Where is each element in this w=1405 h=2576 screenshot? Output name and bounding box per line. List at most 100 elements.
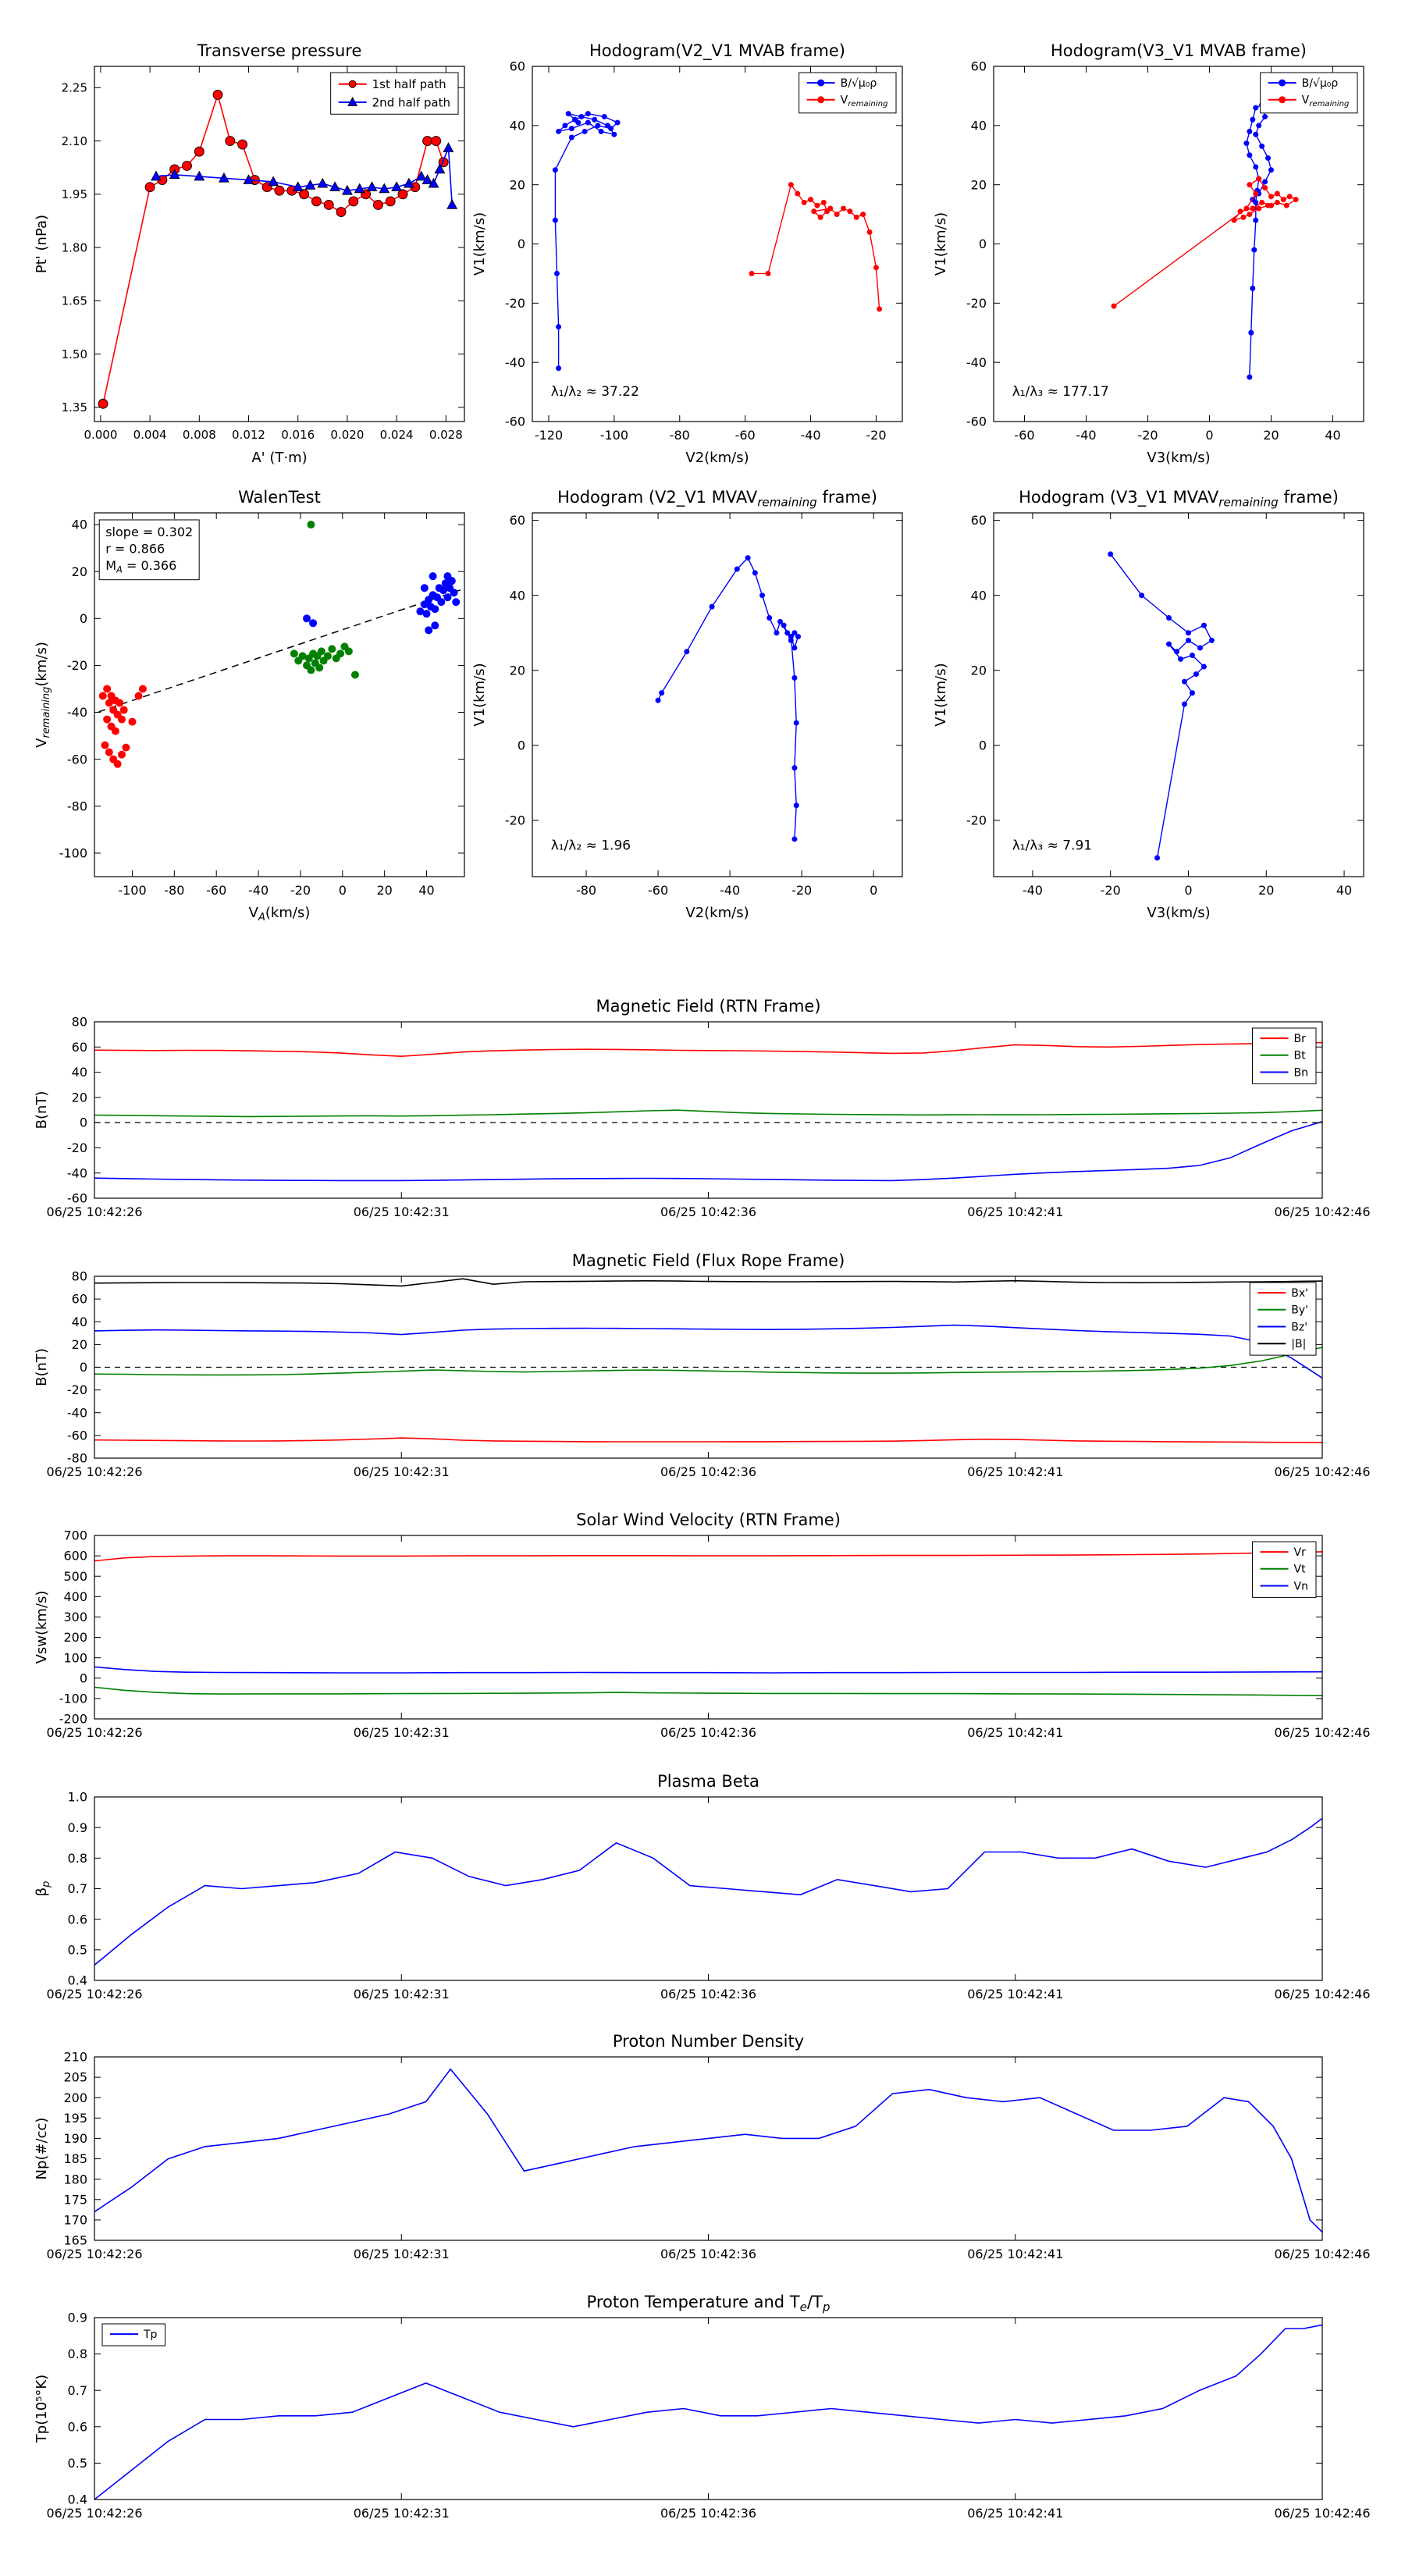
y-tick-label: 2.25: [62, 81, 87, 95]
svg-text:λ₁/λ₃ ≈ 7.91: λ₁/λ₃ ≈ 7.91: [1012, 838, 1092, 854]
x-tick-label: 06/25 10:42:31: [354, 1464, 450, 1479]
x-tick-label: 06/25 10:42:46: [1274, 2506, 1370, 2521]
x-tick-label: 0: [1205, 428, 1213, 443]
legend: 1st half path 2nd half path: [330, 72, 459, 115]
y-tick-label: -60: [67, 1428, 87, 1443]
chart-title: Solar Wind Velocity (RTN Frame): [576, 1510, 841, 1529]
axes-frame: 06/25 10:42:26 06/25 10:42:31 06/25 10:42:…: [46, 2311, 1370, 2521]
series-first-half-path: [98, 89, 449, 409]
chart-magnetic-field-rtn: 06/25 10:42:26 06/25 10:42:31 06/25 10:42:…: [34, 997, 1371, 1219]
y-tick-label: -200: [59, 1712, 87, 1727]
x-tick-label: 06/25 10:42:36: [660, 2247, 756, 2261]
series-beta-p: [94, 1817, 1323, 1966]
y-tick-label: 1.95: [62, 187, 87, 201]
y-axis-label: Vremaining(km/s): [34, 642, 52, 748]
x-tick-label: -120: [535, 428, 563, 443]
svg-text:MA = 0.366: MA = 0.366: [105, 558, 176, 575]
chart-title: Proton Number Density: [613, 2032, 804, 2051]
svg-text:Bt: Bt: [1294, 1050, 1307, 1062]
y-tick-label: -20: [67, 658, 87, 673]
y-tick-label: -100: [59, 1691, 87, 1706]
y-tick-label: 0.9: [68, 2311, 87, 2325]
chart-transverse-pressure: 0.000 0.004 0.008 0.012 0.016 0.020 0.024 0.028…: [34, 41, 465, 466]
y-tick-label: 0: [80, 1670, 87, 1685]
svg-text:Bz': Bz': [1291, 1321, 1307, 1333]
axes-frame: 06/25 10:42:26 06/25 10:42:31 06/25 10:42:…: [46, 1269, 1370, 1479]
y-axis-label: V1(km/s): [933, 212, 949, 276]
y-axis-label: βp: [34, 1881, 52, 1897]
y-tick-label: 170: [63, 2212, 87, 2227]
x-tick-label: 06/25 10:42:31: [354, 1204, 450, 1219]
y-tick-label: 20: [72, 1337, 87, 1352]
y-tick-label: 200: [63, 2090, 87, 2105]
legend: Bx' By' Bz' |B|: [1249, 1282, 1317, 1356]
svg-text:Vr: Vr: [1294, 1546, 1307, 1559]
x-tick-label: 06/25 10:42:31: [354, 2247, 450, 2261]
x-tick-label: 06/25 10:42:31: [354, 1987, 450, 2001]
svg-text:Tp: Tp: [143, 2329, 158, 2341]
x-tick-label: -20: [1101, 883, 1121, 898]
x-tick-label: 06/25 10:42:46: [1274, 1725, 1370, 1740]
y-tick-label: -100: [59, 846, 87, 861]
series-V-remaining: [1111, 176, 1299, 309]
x-tick-label: 06/25 10:42:41: [967, 2506, 1063, 2521]
y-tick-label: 0: [80, 1115, 87, 1130]
y-tick-label: 20: [510, 663, 525, 678]
y-tick-label: 40: [72, 1315, 87, 1329]
chart-title: Magnetic Field (Flux Rope Frame): [572, 1251, 845, 1270]
y-axis-label: Vsw(km/s): [34, 1591, 50, 1664]
y-tick-label: 175: [63, 2192, 87, 2207]
y-tick-label: 0.4: [68, 1973, 87, 1988]
series-Vn: [94, 1666, 1323, 1674]
y-tick-label: 0.5: [68, 2456, 87, 2471]
x-tick-label: 06/25 10:42:26: [46, 1987, 142, 2001]
chart-title: Hodogram(V2_V1 MVAB frame): [589, 41, 845, 61]
x-tick-label: -60: [735, 428, 756, 443]
series-Bn: [94, 1121, 1323, 1182]
x-tick-label: 0.020: [330, 428, 364, 442]
y-tick-label: -60: [67, 1191, 87, 1206]
x-tick-label: -40: [248, 883, 269, 898]
x-axis-label: V2(km/s): [685, 450, 749, 466]
chart-title: Magnetic Field (RTN Frame): [596, 997, 820, 1016]
y-tick-label: 0.5: [68, 1942, 87, 1957]
y-tick-label: 180: [63, 2172, 87, 2186]
x-tick-label: 06/25 10:42:41: [967, 1204, 1063, 1219]
y-tick-label: 0: [80, 611, 87, 626]
series-Br: [94, 1041, 1323, 1058]
x-tick-label: 0.028: [429, 428, 463, 442]
svg-text:λ₁/λ₂ ≈ 37.22: λ₁/λ₂ ≈ 37.22: [551, 384, 639, 400]
chart-title: WalenTest: [238, 488, 321, 507]
series-Np: [94, 2068, 1323, 2233]
axes-frame: 06/25 10:42:26 06/25 10:42:31 06/25 10:42:…: [46, 1528, 1370, 1740]
y-tick-label: 600: [63, 1549, 87, 1564]
x-tick-label: 06/25 10:42:41: [967, 1725, 1063, 1740]
x-tick-label: 20: [1263, 428, 1279, 443]
x-tick-label: -100: [600, 428, 628, 443]
y-tick-label: -20: [966, 813, 987, 828]
x-tick-label: 06/25 10:42:46: [1274, 2247, 1370, 2261]
x-tick-label: 06/25 10:42:41: [967, 1987, 1063, 2001]
svg-text:1st half path: 1st half path: [372, 77, 446, 91]
series-Bz-prime: [94, 1324, 1323, 1379]
y-tick-label: -20: [67, 1140, 87, 1155]
y-tick-label: 40: [72, 1065, 87, 1080]
svg-text:By': By': [1291, 1304, 1308, 1317]
chart-hodogram-v2v1-mvav: -80 -60 -40 -20 0 -20 0 20 40 60 Hodogram (V2_V1 M…: [471, 488, 903, 921]
y-tick-label: 100: [63, 1650, 87, 1665]
y-tick-label: 195: [63, 2111, 87, 2126]
series-Bx-prime: [94, 1437, 1323, 1443]
x-tick-label: 06/25 10:42:36: [660, 1987, 756, 2001]
x-tick-label: 0.012: [232, 428, 265, 442]
y-tick-label: 80: [72, 1269, 87, 1284]
y-tick-label: -40: [67, 1165, 87, 1180]
legend: B/√μ₀ρ Vremaining: [1260, 72, 1358, 114]
chart-hodogram-v3v1-mvav: -40 -20 0 20 40 -20 0 20 40 60 Hodogram (V3_V1 MVA…: [933, 488, 1364, 921]
series-V-remaining-hodogram: [655, 555, 802, 842]
x-tick-label: 20: [1258, 883, 1274, 898]
svg-text:r = 0.866: r = 0.866: [105, 542, 165, 557]
y-axis-label: Tp(10⁵°K): [34, 2375, 50, 2443]
y-tick-label: 1.50: [62, 347, 87, 361]
y-tick-label: 0.6: [68, 1912, 87, 1927]
